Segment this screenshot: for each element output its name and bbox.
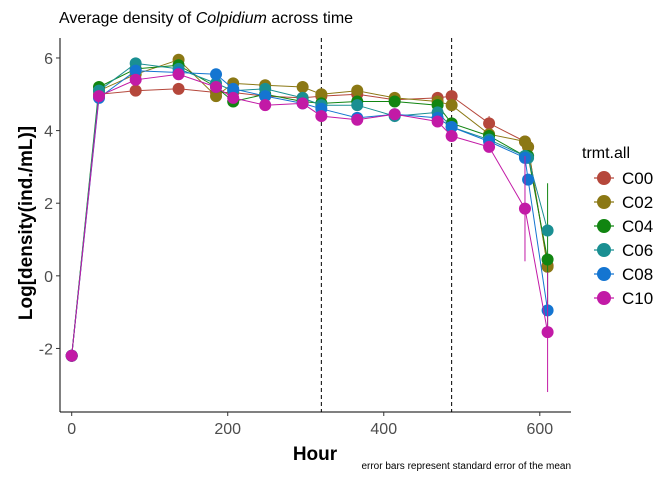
data-point-c00-2 [129,84,142,97]
legend-key-c08 [597,267,611,281]
y-tick-label-2: 2 [44,196,53,213]
y-tick-label-4: 4 [44,124,53,141]
x-tick-label-200: 200 [214,421,241,438]
data-point-c10-12 [445,130,458,143]
data-point-c10-8 [315,110,328,123]
data-point-c10-16 [541,326,554,339]
data-point-c00-3 [172,82,185,95]
data-point-c10-4 [210,81,223,94]
y-tick-label--2: -2 [39,341,53,358]
series-line-c10 [71,73,549,356]
series-line-c02 [71,59,549,356]
series-line-c00 [71,88,549,356]
legend-title: trmt.all [582,145,630,162]
data-point-c06-9 [351,99,364,112]
data-point-c04-10 [388,95,401,108]
data-point-c08-4 [210,68,223,81]
data-point-c10-2 [129,73,142,86]
legend-key-c02 [597,195,611,209]
data-point-c02-7 [296,81,309,94]
data-point-c10-0 [65,349,78,362]
data-point-c02-9 [351,84,364,97]
chart-title-part-0: Average density of [59,10,196,27]
data-point-c08-5 [227,82,240,95]
x-tick-label-400: 400 [370,421,397,438]
chart-caption: error bars represent standard error of t… [361,461,571,472]
data-point-c08-6 [259,90,272,103]
data-point-c08-2 [129,64,142,77]
legend: trmt.all C00 C02 C04 C06 C08 C10 [582,145,653,308]
data-point-c10-13 [483,140,496,153]
legend-key-c04 [597,219,611,233]
chart-title-part-2: across time [267,10,353,27]
legend-label-c04: C04 [622,217,653,236]
legend-label-c10: C10 [622,289,653,308]
data-point-c10-3 [172,68,185,81]
data-point-c10-1 [93,90,106,103]
data-point-c02-12 [445,99,458,112]
legend-key-c06 [597,243,611,257]
data-point-c00-12 [445,90,458,103]
series-line-c06 [71,62,549,356]
x-axis-label: Hour [293,444,338,465]
x-tick-label-0: 0 [67,421,76,438]
data-point-c06-16 [541,224,554,237]
data-point-c02-8 [315,88,328,101]
legend-label-c00: C00 [622,169,653,188]
data-point-c10-6 [259,99,272,112]
legend-label-c08: C08 [622,265,653,284]
data-point-c02-15 [522,140,535,153]
data-point-c10-14 [518,202,531,215]
y-axis-label: Log[density(ind./mL)] [16,126,37,320]
y-tick-label-0: 0 [44,269,53,286]
data-point-c04-16 [541,253,554,266]
data-point-c10-10 [388,108,401,121]
data-point-c10-11 [431,115,444,128]
data-point-c00-13 [483,117,496,130]
chart-title-part-1: Colpidium [196,10,267,27]
chart-title: Average density of Colpidium across time [59,10,353,27]
legend-label-c02: C02 [622,193,653,212]
series-line-c04 [71,64,549,356]
data-point-c10-9 [351,113,364,126]
data-point-c08-15 [522,173,535,186]
plot-area: 0 200 400 600 -2 0 2 4 6 [39,38,571,438]
data-point-c08-12 [445,120,458,133]
legend-key-c10 [597,291,611,305]
data-point-c10-7 [296,97,309,110]
x-tick-label-600: 600 [526,421,553,438]
data-point-c10-5 [227,91,240,104]
data-point-c02-4 [210,90,223,103]
y-tick-label-6: 6 [44,51,53,68]
legend-label-c06: C06 [622,241,653,260]
legend-key-c00 [597,171,611,185]
